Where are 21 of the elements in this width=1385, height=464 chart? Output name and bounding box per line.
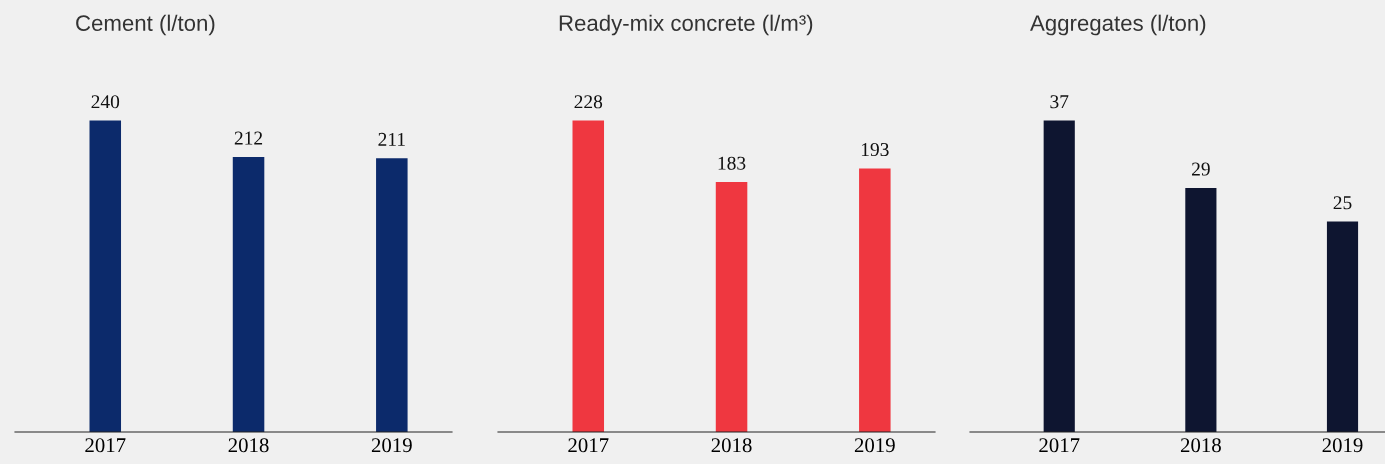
x-tick-label: 2018 — [711, 438, 752, 453]
x-tick-label: 2018 — [228, 438, 269, 453]
x-tick-label: 2019 — [854, 438, 895, 453]
data-label: 29 — [1192, 162, 1210, 176]
chart-title: Ready-mix concrete (l/m³) — [559, 14, 813, 36]
data-label: 183 — [718, 156, 746, 170]
data-label: 193 — [861, 143, 889, 157]
data-label: 228 — [574, 95, 603, 109]
chart-title: Cement (l/ton) — [76, 14, 215, 36]
x-tick-label: 2017 — [568, 438, 609, 453]
data-label: 25 — [1333, 196, 1352, 210]
x-tick-label: 2019 — [371, 438, 412, 453]
data-label: 240 — [91, 95, 120, 109]
chart-title: Aggregates (l/ton) — [1030, 14, 1206, 36]
data-label: 37 — [1050, 95, 1069, 109]
x-tick-label: 2019 — [1322, 438, 1363, 453]
data-label: 211 — [378, 132, 405, 146]
x-tick-label: 2017 — [1039, 438, 1080, 453]
x-tick-label: 2017 — [85, 438, 126, 453]
data-label: 212 — [234, 131, 263, 145]
x-tick-label: 2018 — [1180, 438, 1221, 453]
